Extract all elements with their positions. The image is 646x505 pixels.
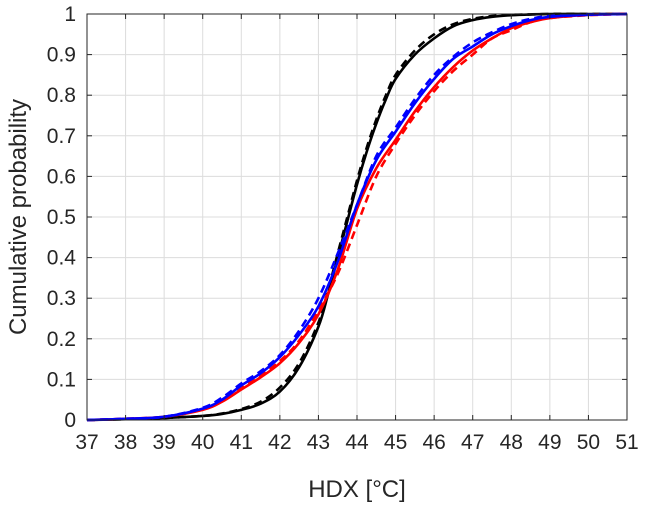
y-tick-label: 0.3	[47, 287, 76, 310]
y-tick-label: 0.9	[47, 44, 76, 67]
y-tick-label: 0.2	[47, 328, 76, 351]
y-tick-label: 1	[64, 3, 76, 26]
x-tick-label: 40	[191, 431, 214, 454]
x-tick-label: 39	[152, 431, 175, 454]
y-tick-label: 0.5	[47, 206, 76, 229]
x-tick-label: 45	[384, 431, 407, 454]
x-tick-label: 51	[615, 431, 638, 454]
x-tick-label: 49	[538, 431, 561, 454]
x-tick-label: 43	[307, 431, 330, 454]
x-tick-label: 42	[268, 431, 291, 454]
y-axis-label: Cumulative probability	[5, 99, 32, 335]
x-tick-label: 37	[75, 431, 98, 454]
grid-lines	[86, 13, 628, 421]
x-tick-label: 50	[577, 431, 600, 454]
series-lines	[86, 12, 628, 422]
x-tick-label: 44	[345, 431, 369, 454]
series-line-dashed	[86, 12, 628, 422]
y-tick-label: 0.8	[47, 84, 76, 107]
x-tick-label: 38	[114, 431, 137, 454]
x-tick-label: 41	[230, 431, 253, 454]
y-tick-label: 0.6	[47, 165, 76, 188]
y-tick-label: 0.1	[47, 368, 76, 391]
x-tick-label: 47	[461, 431, 484, 454]
y-tick-label: 0	[64, 409, 76, 432]
x-tick-label: 46	[422, 431, 445, 454]
x-tick-label: 48	[500, 431, 523, 454]
axis-ticks: 37 38 39 40 41 42 43 44 45 46 47 48 49 50 51 0 0.1 0.2 0.3…	[47, 3, 639, 454]
y-tick-label: 0.7	[47, 125, 76, 148]
series-line-dashed	[86, 12, 627, 422]
y-tick-label: 0.4	[47, 247, 77, 270]
x-axis-label: HDX [°C]	[308, 476, 406, 503]
